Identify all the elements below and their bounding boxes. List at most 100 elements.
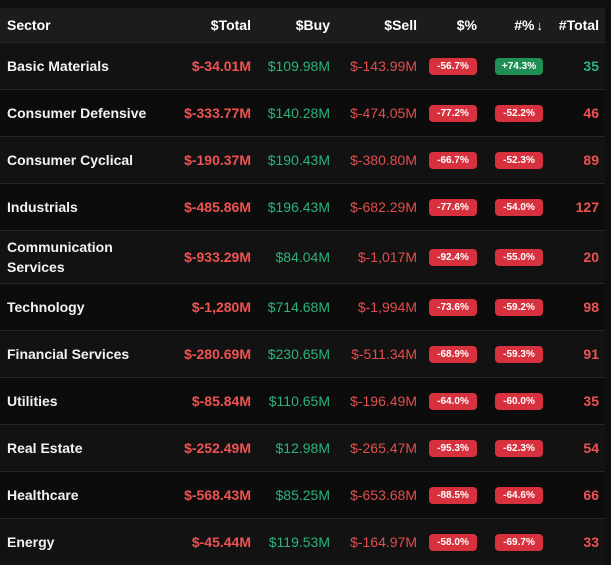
count-total-cell: 127: [575, 198, 599, 215]
count-pct-badge: -69.7%: [495, 534, 543, 551]
count-total-cell: 91: [583, 345, 599, 362]
count-pct-cell: -52.3%: [481, 136, 547, 183]
count-pct-badge: -52.2%: [495, 105, 543, 122]
total-cell: $-568.43M: [184, 486, 251, 503]
buy-cell: $84.04M: [275, 248, 330, 265]
pct-cell: -68.9%: [421, 330, 481, 377]
table-row[interactable]: Technology $-1,280M $714.68M $-1,994M -73.6%…: [0, 283, 605, 330]
total-cell: $-190.37M: [184, 151, 251, 168]
pct-cell: -77.6%: [421, 183, 481, 230]
count-total-cell: 35: [583, 57, 599, 74]
pct-cell: -88.5%: [421, 471, 481, 518]
count-total-cell: 54: [583, 439, 599, 456]
pct-cell: -56.7%: [421, 42, 481, 89]
pct-badge: -77.6%: [429, 199, 477, 216]
column-header-sell[interactable]: $Sell: [384, 16, 417, 33]
sell-cell: $-1,017M: [357, 248, 417, 265]
table-row[interactable]: Financial Services $-280.69M $230.65M $-511…: [0, 330, 605, 377]
table-row[interactable]: Consumer Cyclical $-190.37M $190.43M $-380.…: [0, 136, 605, 183]
pct-badge: -66.7%: [429, 152, 477, 169]
pct-badge: -56.7%: [429, 58, 477, 75]
table-row[interactable]: Energy $-45.44M $119.53M $-164.97M -58.0% -69…: [0, 518, 605, 565]
count-pct-cell: -60.0%: [481, 377, 547, 424]
sell-cell: $-265.47M: [350, 439, 417, 456]
sector-table: Sector $Total $Buy $Sell $% #% ↓ #Total B…: [0, 8, 605, 565]
total-cell: $-333.77M: [184, 104, 251, 121]
column-header-total[interactable]: $Total: [210, 16, 251, 33]
table-row[interactable]: Industrials $-485.86M $196.43M $-682.29M -77…: [0, 183, 605, 230]
total-cell: $-45.44M: [191, 533, 251, 550]
total-cell: $-252.49M: [184, 439, 251, 456]
sector-cell: Industrials: [7, 198, 78, 215]
arrow-down-icon: ↓: [536, 17, 544, 33]
sell-cell: $-474.05M: [350, 104, 417, 121]
buy-cell: $140.28M: [267, 104, 330, 121]
count-pct-cell: -69.7%: [481, 518, 547, 565]
sector-table-panel: Sector $Total $Buy $Sell $% #% ↓ #Total B…: [0, 8, 605, 551]
count-total-cell: 33: [583, 533, 599, 550]
sell-cell: $-164.97M: [350, 533, 417, 550]
buy-cell: $85.25M: [275, 486, 330, 503]
count-pct-cell: -52.2%: [481, 89, 547, 136]
column-header-count-pct[interactable]: #% ↓: [481, 8, 547, 42]
sell-cell: $-143.99M: [350, 57, 417, 74]
sector-cell: Energy: [7, 533, 55, 550]
pct-cell: -92.4%: [421, 230, 481, 283]
count-pct-badge: -64.6%: [495, 487, 543, 504]
pct-badge: -58.0%: [429, 534, 477, 551]
table-row[interactable]: Healthcare $-568.43M $85.25M $-653.68M -88.5…: [0, 471, 605, 518]
pct-badge: -64.0%: [429, 393, 477, 410]
sell-cell: $-682.29M: [350, 198, 417, 215]
buy-cell: $190.43M: [267, 151, 330, 168]
buy-cell: $714.68M: [267, 298, 330, 315]
column-header-count-total[interactable]: #Total: [558, 16, 599, 33]
sector-cell: Basic Materials: [7, 57, 109, 74]
sector-cell: Financial Services: [7, 345, 130, 362]
count-total-cell: 66: [583, 486, 599, 503]
table-row[interactable]: Basic Materials $-34.01M $109.98M $-143.99M…: [0, 42, 605, 89]
table-row[interactable]: Utilities $-85.84M $110.65M $-196.49M -64.0%…: [0, 377, 605, 424]
sell-cell: $-653.68M: [350, 486, 417, 503]
count-pct-cell: +74.3%: [481, 42, 547, 89]
count-pct-cell: -59.3%: [481, 330, 547, 377]
count-pct-badge: -60.0%: [495, 393, 543, 410]
sell-cell: $-511.34M: [351, 345, 417, 362]
sector-cell: Technology: [7, 298, 85, 315]
pct-cell: -95.3%: [421, 424, 481, 471]
count-pct-badge: -59.3%: [495, 346, 543, 363]
sector-cell: Consumer Cyclical: [7, 151, 134, 168]
count-pct-cell: -62.3%: [481, 424, 547, 471]
pct-cell: -66.7%: [421, 136, 481, 183]
count-pct-badge: -55.0%: [495, 249, 543, 266]
count-pct-cell: -59.2%: [481, 283, 547, 330]
sell-cell: $-1,994M: [357, 298, 417, 315]
count-pct-badge: -59.2%: [495, 299, 543, 316]
column-header-count-pct-label: #%: [514, 16, 535, 33]
count-total-cell: 46: [583, 104, 599, 121]
sell-cell: $-196.49M: [350, 392, 417, 409]
column-header-sector[interactable]: Sector: [7, 16, 51, 33]
table-row[interactable]: Communication Services $-933.29M $84.04M $-…: [0, 230, 605, 283]
sell-cell: $-380.80M: [350, 151, 417, 168]
count-pct-cell: -64.6%: [481, 471, 547, 518]
sector-cell: Consumer Defensive: [7, 104, 147, 121]
sector-cell: Communication Services: [7, 238, 113, 275]
buy-cell: $110.65M: [268, 392, 330, 409]
count-total-cell: 89: [583, 151, 599, 168]
column-header-buy[interactable]: $Buy: [295, 16, 330, 33]
column-header-pct[interactable]: $%: [456, 16, 477, 33]
table-row[interactable]: Real Estate $-252.49M $12.98M $-265.47M -95.…: [0, 424, 605, 471]
table-body: Basic Materials $-34.01M $109.98M $-143.99M…: [0, 42, 605, 565]
count-pct-badge: -62.3%: [495, 440, 543, 457]
pct-badge: -77.2%: [429, 105, 477, 122]
pct-badge: -95.3%: [429, 440, 477, 457]
count-pct-badge: -52.3%: [495, 152, 543, 169]
count-total-cell: 20: [583, 248, 599, 265]
total-cell: $-85.84M: [191, 392, 251, 409]
total-cell: $-34.01M: [191, 57, 251, 74]
count-total-cell: 98: [583, 298, 599, 315]
count-pct-badge: +74.3%: [495, 58, 543, 75]
table-row[interactable]: Consumer Defensive $-333.77M $140.28M $-474…: [0, 89, 605, 136]
count-total-cell: 35: [583, 392, 599, 409]
pct-cell: -64.0%: [421, 377, 481, 424]
